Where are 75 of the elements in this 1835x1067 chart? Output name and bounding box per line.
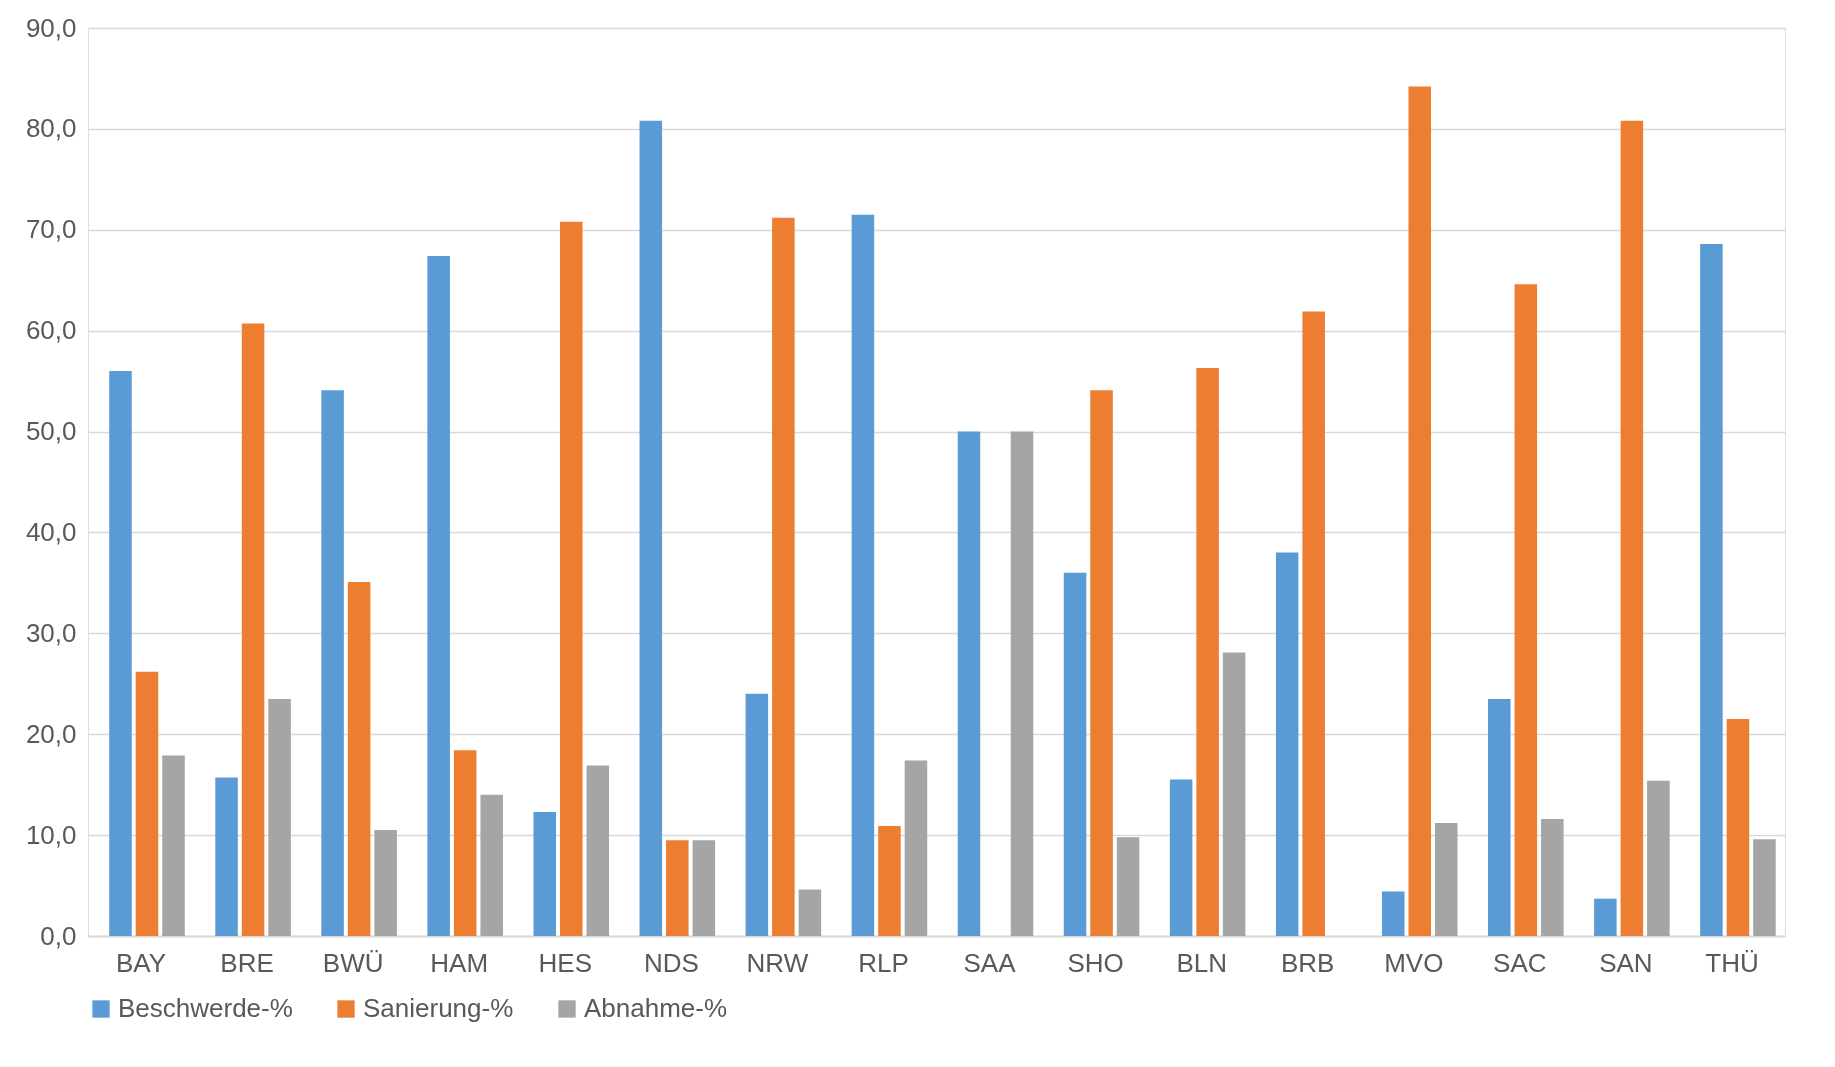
bar (1090, 390, 1113, 936)
bar (1169, 779, 1193, 936)
x-tick-label: SHO (1067, 947, 1124, 978)
bar (1408, 86, 1432, 936)
bar (1010, 431, 1034, 936)
bar (798, 889, 822, 936)
bar (374, 830, 397, 936)
bar (480, 794, 503, 936)
x-tick-label: RLP (858, 947, 909, 978)
x-tick-label: SAC (1493, 947, 1547, 978)
bar (1275, 552, 1299, 936)
x-tick-label: HES (538, 947, 593, 978)
bar (1541, 818, 1564, 936)
bar (666, 840, 689, 936)
x-tick-label: BRE (220, 947, 274, 978)
y-tick-label: 20,0 (25, 718, 77, 749)
bar (957, 431, 981, 936)
bar (1381, 891, 1405, 936)
bar (215, 777, 238, 936)
bar (559, 221, 583, 936)
bar (321, 390, 344, 936)
x-tick-label: BLN (1176, 947, 1227, 978)
bar (1620, 120, 1644, 936)
bar (1434, 823, 1458, 936)
bar (878, 826, 901, 936)
bar (851, 214, 875, 936)
bar (1063, 572, 1087, 936)
bar (135, 671, 159, 936)
bar (1196, 368, 1219, 936)
y-tick-label: 80,0 (25, 113, 77, 144)
bar (904, 760, 928, 936)
y-tick-label: 90,0 (25, 12, 77, 43)
bar (109, 371, 132, 936)
y-tick-label: 10,0 (25, 819, 77, 850)
bar (1514, 284, 1538, 936)
bar (1726, 719, 1750, 936)
legend-label: Beschwerde-% (118, 993, 293, 1023)
bar (453, 750, 477, 936)
y-tick-label: 0,0 (40, 920, 77, 951)
x-tick-label: NRW (746, 947, 809, 978)
x-tick-label: SAA (963, 947, 1017, 978)
legend-label: Sanierung-% (363, 993, 514, 1023)
x-tick-label: NDS (643, 947, 699, 978)
bar (1700, 243, 1723, 936)
x-tick-label: HAM (430, 947, 489, 978)
x-tick-label: BAY (115, 947, 167, 978)
bar (745, 693, 769, 936)
bar (1488, 698, 1511, 936)
bar (1222, 652, 1246, 936)
x-tick-label: BWÜ (322, 947, 384, 978)
y-tick-label: 70,0 (25, 214, 77, 245)
x-tick-label: THÜ (1705, 947, 1759, 978)
x-tick-label: SAN (1599, 947, 1653, 978)
bar (692, 840, 716, 936)
y-tick-label: 30,0 (25, 617, 77, 648)
bar (268, 698, 291, 936)
y-tick-label: 50,0 (25, 416, 77, 447)
bar (1116, 837, 1140, 936)
y-tick-label: 60,0 (25, 315, 77, 346)
bar (533, 811, 556, 936)
bar (241, 323, 265, 936)
bar (162, 755, 185, 936)
bar (1594, 898, 1617, 936)
x-tick-label: BRB (1280, 947, 1335, 978)
x-tick-label: MVO (1384, 947, 1444, 978)
bar (639, 120, 663, 936)
bar (347, 581, 371, 936)
bar (1302, 311, 1325, 936)
bar (586, 765, 610, 936)
legend-label: Abnahme-% (584, 993, 728, 1023)
y-tick-label: 40,0 (25, 516, 77, 547)
bar (772, 217, 795, 936)
bar (427, 256, 450, 936)
bar (1753, 839, 1776, 936)
bar (1647, 780, 1670, 936)
